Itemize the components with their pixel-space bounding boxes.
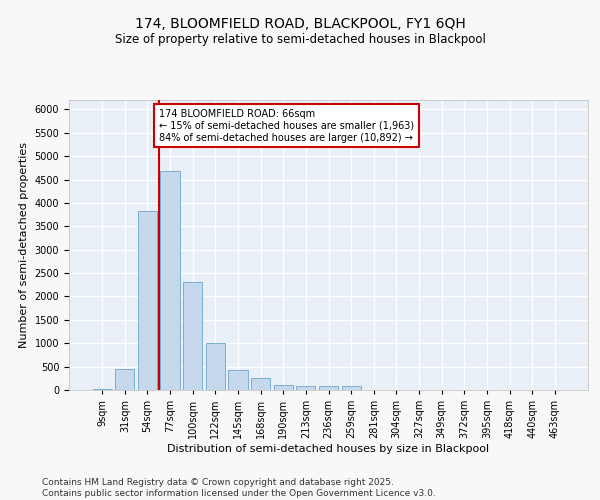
Bar: [183, 282, 202, 390]
Bar: [138, 212, 157, 390]
Bar: [160, 171, 180, 390]
Text: 174 BLOOMFIELD ROAD: 66sqm
← 15% of semi-detached houses are smaller (1,963)
84%: 174 BLOOMFIELD ROAD: 66sqm ← 15% of semi…: [159, 110, 415, 142]
Bar: [92, 388, 112, 390]
Bar: [115, 369, 134, 390]
Bar: [251, 378, 270, 390]
Y-axis label: Number of semi-detached properties: Number of semi-detached properties: [19, 142, 29, 348]
Bar: [229, 370, 248, 390]
Text: 174, BLOOMFIELD ROAD, BLACKPOOL, FY1 6QH: 174, BLOOMFIELD ROAD, BLACKPOOL, FY1 6QH: [134, 18, 466, 32]
Bar: [341, 386, 361, 390]
Bar: [319, 386, 338, 390]
Bar: [296, 386, 316, 390]
Text: Contains HM Land Registry data © Crown copyright and database right 2025.
Contai: Contains HM Land Registry data © Crown c…: [42, 478, 436, 498]
Bar: [206, 343, 225, 390]
Text: Size of property relative to semi-detached houses in Blackpool: Size of property relative to semi-detach…: [115, 32, 485, 46]
X-axis label: Distribution of semi-detached houses by size in Blackpool: Distribution of semi-detached houses by …: [167, 444, 490, 454]
Bar: [274, 386, 293, 390]
